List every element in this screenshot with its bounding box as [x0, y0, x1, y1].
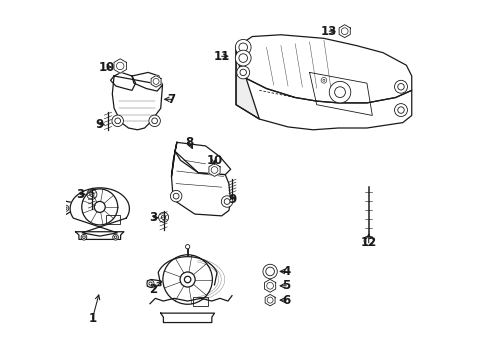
- Circle shape: [237, 66, 250, 79]
- Text: 9: 9: [228, 193, 237, 206]
- Polygon shape: [62, 201, 70, 215]
- Text: 11: 11: [214, 50, 230, 63]
- Circle shape: [329, 81, 351, 103]
- Polygon shape: [161, 313, 215, 323]
- Text: 6: 6: [282, 294, 291, 307]
- Circle shape: [184, 276, 191, 283]
- Polygon shape: [265, 279, 276, 292]
- Text: 9: 9: [96, 118, 104, 131]
- Polygon shape: [236, 47, 259, 119]
- Polygon shape: [236, 47, 412, 130]
- Bar: [106, 215, 120, 224]
- Circle shape: [235, 50, 251, 66]
- Circle shape: [87, 189, 97, 199]
- Text: 2: 2: [149, 283, 158, 296]
- Circle shape: [171, 190, 182, 202]
- Text: 3: 3: [149, 211, 158, 224]
- Circle shape: [149, 115, 160, 127]
- Circle shape: [394, 80, 408, 93]
- Polygon shape: [172, 142, 177, 176]
- Text: 13: 13: [321, 25, 338, 38]
- Text: 5: 5: [282, 279, 291, 292]
- Text: 3: 3: [76, 188, 84, 201]
- Circle shape: [394, 104, 408, 117]
- Circle shape: [159, 212, 169, 222]
- Text: 1: 1: [89, 311, 97, 325]
- Circle shape: [112, 115, 123, 127]
- Polygon shape: [236, 35, 412, 103]
- Polygon shape: [112, 76, 163, 130]
- Polygon shape: [265, 294, 275, 306]
- Polygon shape: [172, 151, 231, 216]
- Circle shape: [163, 255, 212, 304]
- Polygon shape: [151, 76, 161, 87]
- Polygon shape: [114, 59, 126, 73]
- Polygon shape: [209, 163, 220, 176]
- Text: 10: 10: [99, 60, 115, 73]
- Polygon shape: [147, 279, 161, 288]
- Text: 8: 8: [185, 136, 194, 149]
- Polygon shape: [111, 72, 136, 90]
- Circle shape: [113, 234, 119, 240]
- Text: 12: 12: [361, 236, 377, 249]
- Circle shape: [186, 244, 190, 249]
- Polygon shape: [339, 25, 350, 38]
- Text: 10: 10: [206, 154, 222, 167]
- Text: 4: 4: [282, 265, 291, 278]
- Circle shape: [321, 77, 327, 83]
- Polygon shape: [175, 142, 231, 175]
- Polygon shape: [75, 232, 124, 239]
- Circle shape: [364, 236, 373, 246]
- Circle shape: [221, 196, 233, 207]
- Polygon shape: [158, 257, 217, 285]
- Polygon shape: [132, 72, 163, 91]
- Circle shape: [147, 280, 154, 287]
- Circle shape: [63, 205, 69, 211]
- Circle shape: [235, 40, 251, 55]
- Text: 7: 7: [168, 93, 175, 106]
- Circle shape: [81, 234, 87, 240]
- Bar: [193, 297, 208, 306]
- Circle shape: [263, 264, 277, 279]
- Polygon shape: [70, 188, 129, 236]
